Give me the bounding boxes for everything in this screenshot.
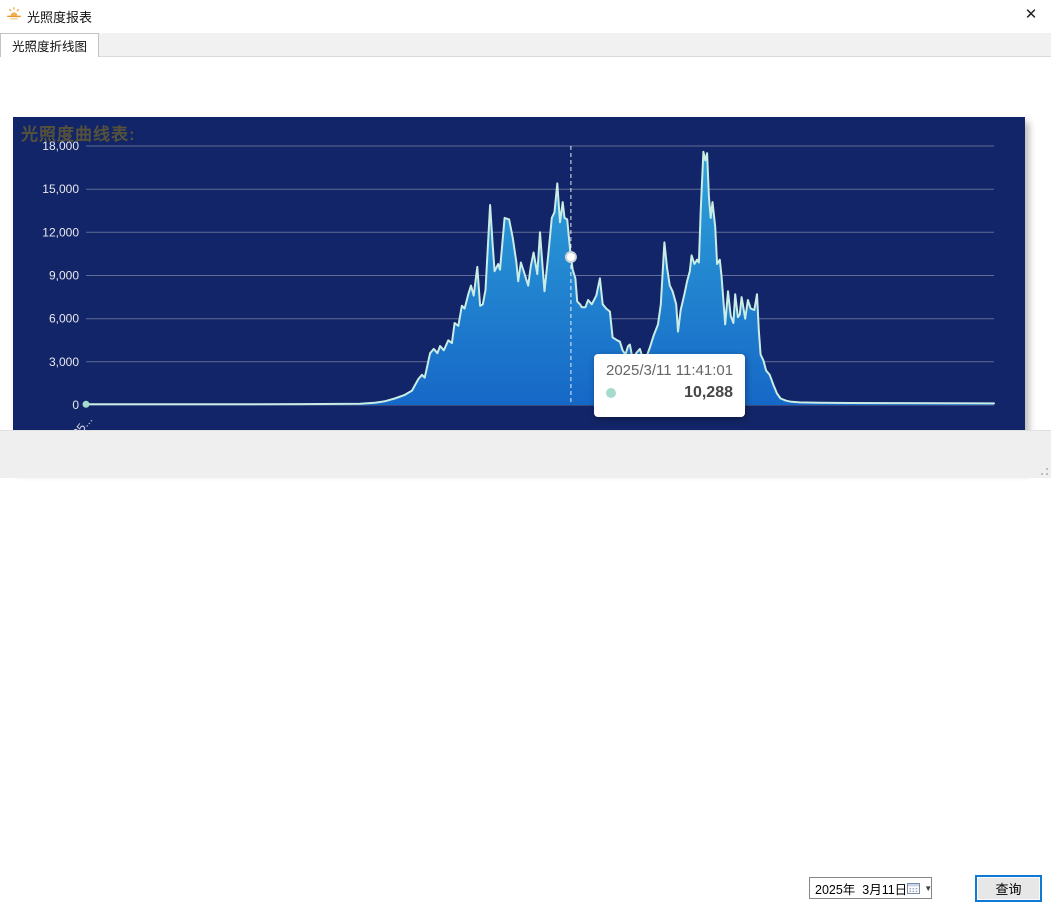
svg-text:12,000: 12,000 <box>42 225 79 239</box>
window-title: 光照度报表 <box>27 10 93 25</box>
highlight-crosshair <box>564 146 577 405</box>
tab-illuminance-line-chart[interactable]: 光照度折线图 <box>0 33 100 57</box>
tab-label: 光照度折线图 <box>12 40 88 54</box>
close-button[interactable]: ✕ <box>1024 6 1038 23</box>
query-button-label: 查询 <box>995 882 1022 897</box>
date-picker-value: 2025年 3月11日 <box>815 882 908 897</box>
sunrise-icon <box>7 7 21 20</box>
query-button[interactable]: 查询 <box>975 875 1042 902</box>
svg-text:18,000: 18,000 <box>42 139 79 153</box>
svg-text:9,000: 9,000 <box>49 269 79 283</box>
svg-text:3,000: 3,000 <box>49 355 79 369</box>
date-picker[interactable]: 2025年 3月11日 ▼ <box>809 877 932 899</box>
series-area <box>82 150 995 408</box>
svg-text:0: 0 <box>72 398 79 412</box>
resize-grip[interactable] <box>1038 465 1048 475</box>
svg-text:6,000: 6,000 <box>49 312 79 326</box>
tooltip-value: 10,288 <box>684 384 733 401</box>
bottom-bar: 2025年 3月11日 ▼ 查询 <box>0 430 1051 902</box>
date-picker-dropdown-icon[interactable]: ▼ <box>924 883 933 893</box>
tab-strip: 光照度折线图 <box>0 33 1051 57</box>
chart-panel: 光照度曲线表: 0 3,000 6,000 9,000 12,000 15,000 18,0… <box>13 117 1025 469</box>
tooltip-time: 2025/3/11 11:41:01 <box>606 362 734 379</box>
title-bar: 光照度报表 ✕ <box>0 0 1051 31</box>
tooltip: 2025/3/11 11:41:01 10,288 <box>594 354 745 417</box>
tab-page: 光照度曲线表: 0 3,000 6,000 9,000 12,000 15,000 18,0… <box>0 57 1051 469</box>
chart-title: 光照度曲线表: <box>21 125 136 144</box>
calendar-icon <box>907 883 921 894</box>
tooltip-series-dot <box>606 388 616 398</box>
illuminance-area-chart[interactable]: 03,0006,0009,00012,00015,00018,0002025..… <box>13 117 1025 469</box>
svg-text:15,000: 15,000 <box>42 182 79 196</box>
